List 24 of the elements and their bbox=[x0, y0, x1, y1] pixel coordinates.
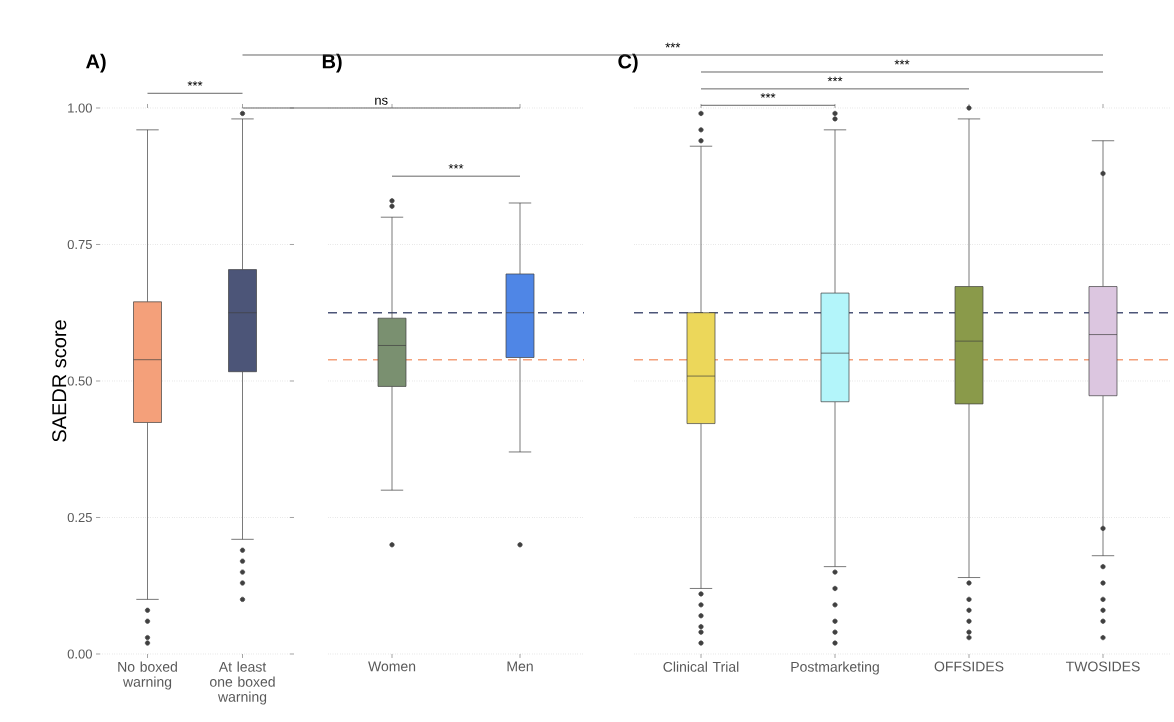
x-tick-label: Postmarketing bbox=[791, 661, 879, 675]
x-tick-label: Clinical Trial bbox=[663, 661, 739, 672]
text: *** bbox=[894, 59, 910, 65]
y-axis-title: SAEDR score bbox=[52, 320, 67, 442]
annotation: *** bbox=[448, 164, 464, 169]
x-tick-label: At least one boxed warning bbox=[210, 661, 275, 705]
x-tick-label: TWOSIDES bbox=[1065, 661, 1140, 672]
y-tick-label: 0.25 bbox=[67, 512, 92, 523]
x-tick-label: No boxed warning bbox=[118, 661, 177, 690]
chart-title: C) bbox=[618, 53, 638, 73]
y-tick-label: 0.50 bbox=[67, 376, 92, 386]
text: *** bbox=[827, 76, 843, 82]
text: *** bbox=[665, 42, 681, 48]
y-tick-label: 0.00 bbox=[67, 649, 92, 659]
chart-title: B) bbox=[322, 53, 342, 73]
text: *** bbox=[187, 81, 203, 86]
text: ns bbox=[375, 97, 388, 105]
x-tick-label: Women bbox=[368, 661, 416, 672]
y-tick-label: 0.75 bbox=[67, 239, 92, 250]
chart-title: A) bbox=[86, 53, 106, 73]
text: *** bbox=[760, 93, 776, 98]
x-tick-label: OFFSIDES bbox=[934, 661, 1004, 672]
y-tick-label: 1.00 bbox=[68, 103, 92, 113]
x-tick-label: Men bbox=[507, 661, 533, 672]
